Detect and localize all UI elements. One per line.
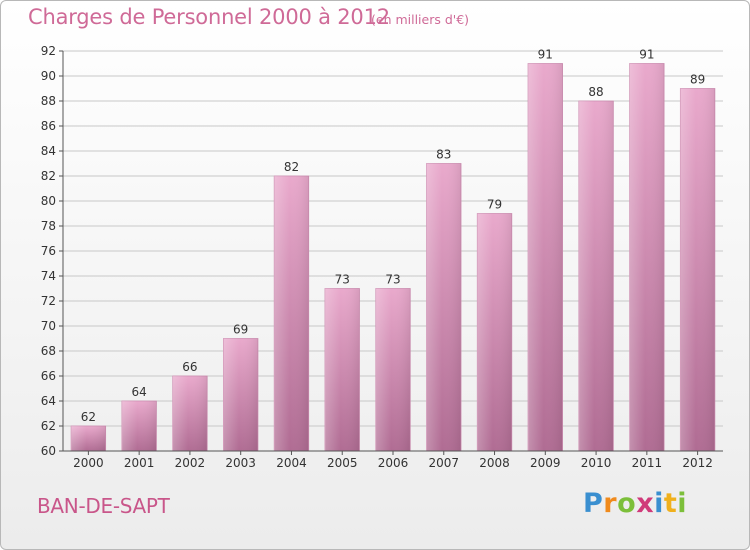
data-label: 82 <box>284 160 299 174</box>
x-tick-label: 2006 <box>378 456 409 470</box>
place-name: BAN-DE-SAPT <box>37 494 170 518</box>
logo-letter: t <box>663 488 678 519</box>
logo-letter: r <box>603 488 618 519</box>
logo-letter: o <box>617 488 637 519</box>
bar-shine <box>274 176 309 451</box>
data-label: 91 <box>538 48 553 62</box>
bar-shine <box>172 376 208 451</box>
data-label: 62 <box>81 410 96 424</box>
y-tick-label: 92 <box>41 44 56 58</box>
y-tick-label: 76 <box>41 244 56 258</box>
logo-letter: i <box>677 488 688 519</box>
y-tick-label: 80 <box>41 194 56 208</box>
x-tick-label: 2001 <box>124 456 155 470</box>
data-label: 83 <box>436 148 451 162</box>
data-label: 73 <box>385 273 400 287</box>
y-tick-label: 88 <box>41 94 56 108</box>
logo-letter: i <box>654 488 664 519</box>
bar-shine <box>477 213 512 451</box>
y-tick-label: 68 <box>41 344 56 358</box>
data-label: 88 <box>588 85 603 99</box>
x-tick-label: 2010 <box>581 456 612 470</box>
x-tick-label: 2003 <box>225 456 256 470</box>
bar-shine <box>426 163 462 451</box>
y-tick-label: 74 <box>41 269 56 283</box>
x-tick-label: 2007 <box>428 456 459 470</box>
x-tick-label: 2005 <box>327 456 358 470</box>
y-tick-label: 86 <box>41 119 56 133</box>
bar-shine <box>223 338 258 451</box>
data-label: 69 <box>233 323 248 337</box>
bar-shine <box>324 288 360 451</box>
x-tick-label: 2002 <box>175 456 206 470</box>
bars: 62 64 66 69 82 73 73 83 79 91 88 91 89 <box>70 48 716 452</box>
bar-shine <box>71 426 106 451</box>
y-tick-label: 60 <box>41 444 56 458</box>
x-tick-label: 2004 <box>276 456 307 470</box>
bar-shine <box>680 88 715 451</box>
bar-shine <box>578 101 614 451</box>
axes: 60 62 64 66 68 70 72 74 76 78 80 82 84 86 88 90 92 2000 20… <box>41 44 723 470</box>
x-tick-label: 2011 <box>632 456 663 470</box>
bar-shine <box>629 63 665 451</box>
bar-shine <box>528 63 563 451</box>
y-tick-label: 78 <box>41 219 56 233</box>
data-label: 73 <box>335 273 350 287</box>
y-tick-label: 84 <box>41 144 56 158</box>
y-tick-label: 90 <box>41 69 56 83</box>
bar-shine <box>121 401 157 451</box>
y-tick-label: 64 <box>41 394 56 408</box>
unit-note: (en milliers d'€) <box>371 12 470 27</box>
bar-shine <box>375 288 411 451</box>
x-tick-label: 2008 <box>479 456 510 470</box>
x-tick-label: 2009 <box>530 456 561 470</box>
data-label: 66 <box>182 360 197 374</box>
data-label: 79 <box>487 198 502 212</box>
data-label: 64 <box>132 385 147 399</box>
x-tick-label: 2000 <box>73 456 104 470</box>
y-tick-label: 70 <box>41 319 56 333</box>
chart-title: Charges de Personnel 2000 à 2012 <box>28 5 390 29</box>
y-tick-label: 72 <box>41 294 56 308</box>
y-tick-label: 62 <box>41 419 56 433</box>
data-label: 91 <box>639 48 654 62</box>
y-tick-label: 82 <box>41 169 56 183</box>
x-tick-label: 2012 <box>682 456 713 470</box>
logo-letter: x <box>636 488 655 519</box>
logo-letter: P <box>583 488 604 519</box>
y-tick-label: 66 <box>41 369 56 383</box>
proxiti-logo: Proxiti <box>583 488 687 519</box>
data-label: 89 <box>690 73 705 87</box>
